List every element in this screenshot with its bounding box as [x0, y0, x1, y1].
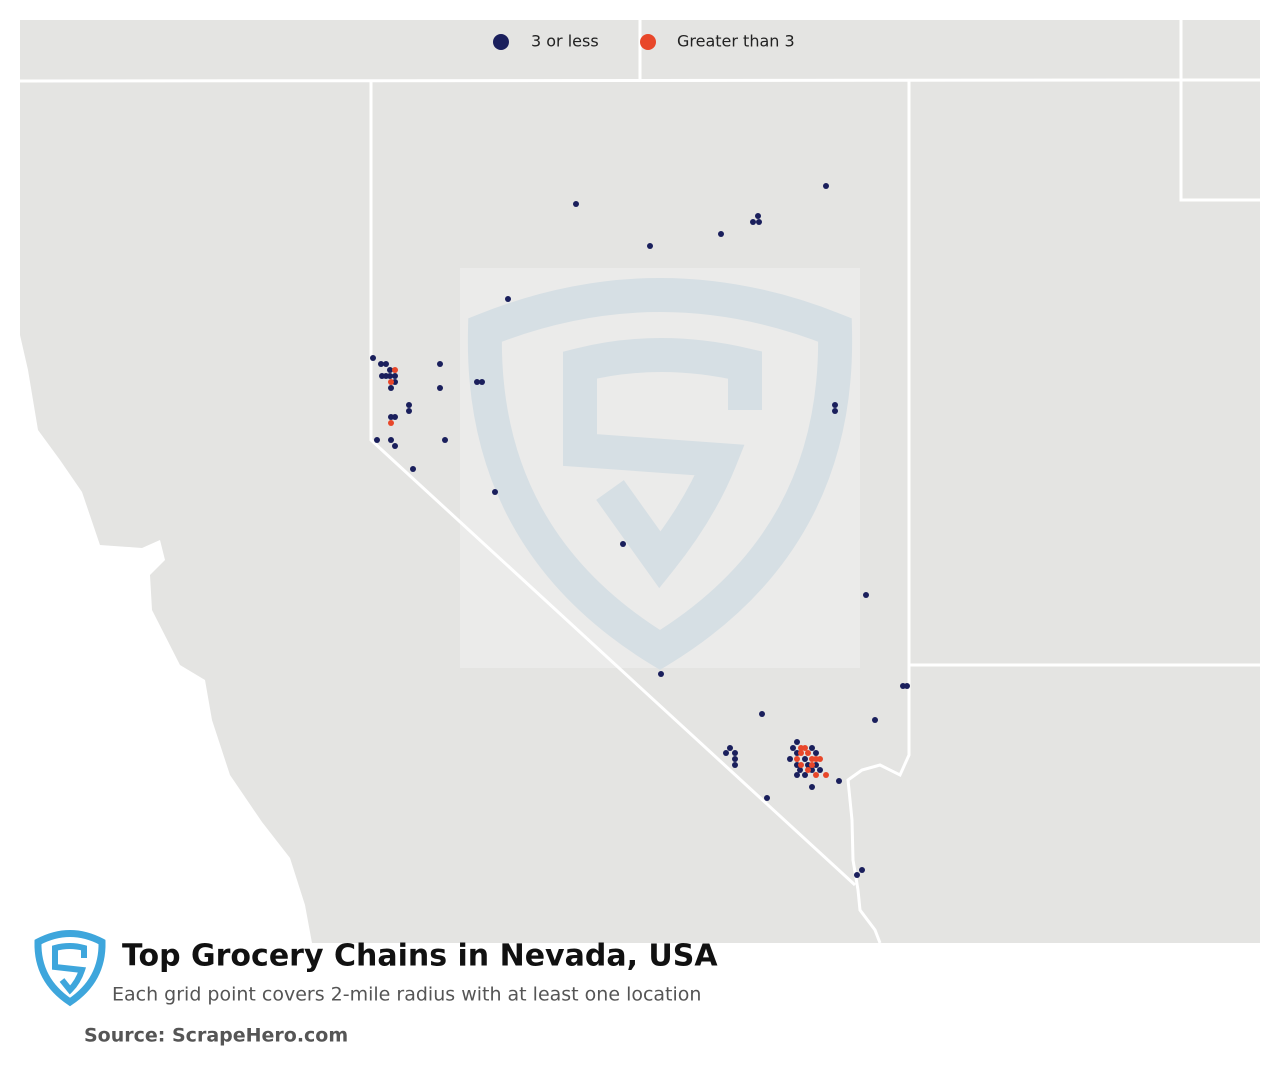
- location-dot: [406, 402, 412, 408]
- location-dot: [823, 772, 829, 778]
- location-dot: [505, 296, 511, 302]
- location-dot: [732, 750, 738, 756]
- location-dot: [658, 671, 664, 677]
- location-dot: [442, 437, 448, 443]
- location-dot: [718, 231, 724, 237]
- location-dot: [787, 756, 793, 762]
- location-dot: [437, 361, 443, 367]
- location-dot: [755, 213, 761, 219]
- location-dot: [387, 367, 393, 373]
- location-dot: [388, 379, 394, 385]
- location-dot: [794, 756, 800, 762]
- location-dot: [756, 219, 762, 225]
- location-dot: [805, 750, 811, 756]
- location-dot: [813, 772, 819, 778]
- legend-label: Greater than 3: [677, 32, 795, 51]
- location-dot: [802, 772, 808, 778]
- location-dot: [832, 402, 838, 408]
- watermark-s: [563, 338, 762, 589]
- borders: [19, 20, 1260, 944]
- location-dot: [836, 778, 842, 784]
- source: Source: ScrapeHero.com: [84, 1025, 348, 1047]
- ocean: [20, 335, 312, 943]
- location-dot: [802, 745, 808, 751]
- location-dot: [805, 767, 811, 773]
- location-dot: [798, 750, 804, 756]
- location-dot: [863, 592, 869, 598]
- location-dot: [802, 756, 808, 762]
- location-dot: [392, 443, 398, 449]
- location-dot: [492, 489, 498, 495]
- title: Top Grocery Chains in Nevada, USA: [122, 939, 718, 974]
- legend-label: 3 or less: [531, 32, 599, 51]
- location-dot: [859, 867, 865, 873]
- location-dot: [406, 408, 412, 414]
- location-dot: [437, 385, 443, 391]
- location-dot: [392, 367, 398, 373]
- location-dot: [392, 373, 398, 379]
- subtitle: Each grid point covers 2-mile radius wit…: [112, 984, 701, 1006]
- location-dot: [573, 201, 579, 207]
- location-dot: [732, 762, 738, 768]
- location-dot: [854, 872, 860, 878]
- location-dot: [378, 361, 384, 367]
- location-dots: [370, 183, 910, 878]
- location-dot: [817, 767, 823, 773]
- logo: [34, 930, 106, 1007]
- location-dot: [813, 750, 819, 756]
- legend-marker: [640, 34, 656, 50]
- location-dot: [620, 541, 626, 547]
- location-dot: [797, 767, 803, 773]
- location-dot: [474, 379, 480, 385]
- location-dot: [904, 683, 910, 689]
- location-dot: [410, 466, 416, 472]
- map: [19, 20, 1260, 944]
- location-dot: [388, 385, 394, 391]
- location-dot: [370, 355, 376, 361]
- location-dot: [823, 183, 829, 189]
- legend: 3 or less Greater than 3: [493, 32, 795, 51]
- location-dot: [727, 745, 733, 751]
- location-dot: [732, 756, 738, 762]
- location-dot: [759, 711, 765, 717]
- location-dot: [872, 717, 878, 723]
- location-dot: [809, 762, 815, 768]
- location-dot: [798, 762, 804, 768]
- location-dot: [794, 772, 800, 778]
- location-dot: [374, 437, 380, 443]
- location-dot: [392, 414, 398, 420]
- watermark-shield: [467, 278, 853, 670]
- location-dot: [479, 379, 485, 385]
- location-dot: [764, 795, 770, 801]
- location-dot: [387, 373, 393, 379]
- location-dot: [383, 361, 389, 367]
- location-dot: [809, 784, 815, 790]
- legend-marker: [493, 34, 509, 50]
- location-dot: [794, 739, 800, 745]
- location-dot: [388, 437, 394, 443]
- location-dot: [750, 219, 756, 225]
- location-dot: [832, 408, 838, 414]
- location-dot: [813, 756, 819, 762]
- location-dot: [723, 750, 729, 756]
- location-dot: [809, 745, 815, 751]
- location-dot: [790, 745, 796, 751]
- location-dot: [647, 243, 653, 249]
- location-dot: [388, 420, 394, 426]
